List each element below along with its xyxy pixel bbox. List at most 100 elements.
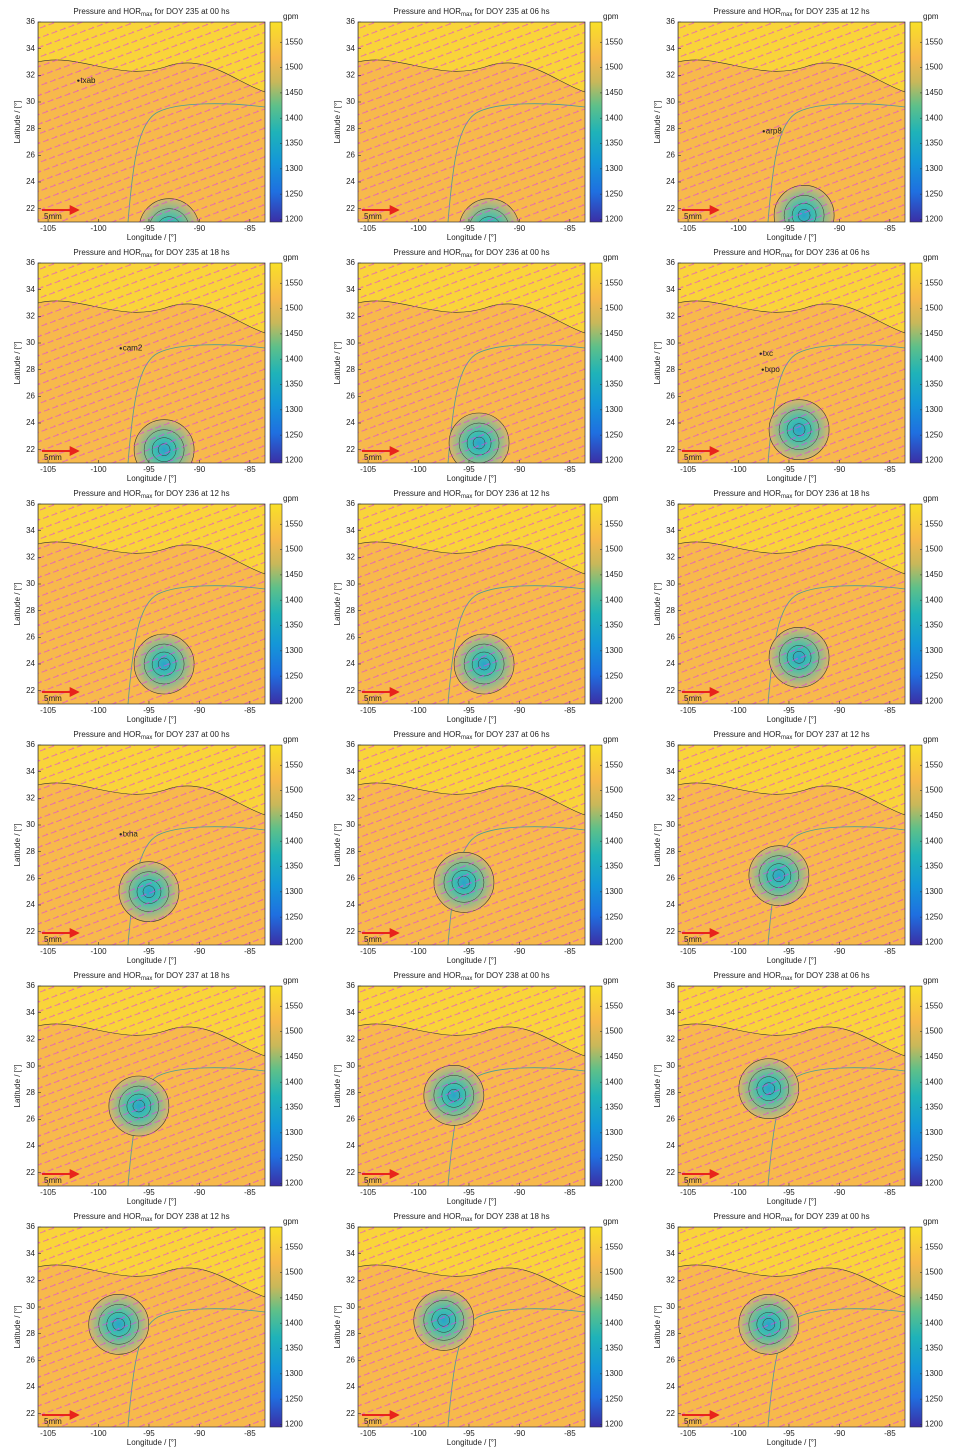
title-part: max [461,12,472,18]
x-tick-label: -90 [514,947,526,956]
y-tick-label: 28 [26,365,35,374]
x-tick-label: -100 [91,224,108,233]
scale-label: 5mm [684,1417,702,1426]
x-tick-label: -90 [834,224,846,233]
y-tick-label: 36 [26,740,35,749]
y-tick-label: 26 [26,1355,35,1364]
panel-title: Pressure and HORmax for DOY 236 at 12 hs [393,489,549,499]
colorbar-label: gpm [603,253,619,262]
title-part: for DOY 235 at 00 hs [152,7,229,16]
colorbar [269,503,283,705]
colorbar [589,503,603,705]
title-part: Pressure and HOR [713,730,781,739]
y-tick-label: 28 [26,124,35,133]
y-tick-label: 22 [346,1168,355,1177]
colorbar-tick-label: 1400 [285,1318,303,1327]
title-part: for DOY 238 at 18 hs [472,1212,549,1221]
y-tick-label: 32 [666,311,675,320]
y-axis-label: Latitude / [°] [13,101,22,144]
y-tick-label: 22 [666,1168,675,1177]
x-tick-label: -90 [514,465,526,474]
title-part: for DOY 236 at 18 hs [792,489,869,498]
colorbar-tick-label: 1400 [605,113,623,122]
colorbar-tick-label: 1400 [925,595,943,604]
y-axis-label: Latitude / [°] [333,1306,342,1349]
title-part: Pressure and HOR [393,1212,461,1221]
scale-label: 5mm [44,1417,62,1426]
y-tick-label: 34 [666,1249,675,1258]
y-tick-label: 32 [26,793,35,802]
title-part: Pressure and HOR [73,248,141,257]
scale-label: 5mm [364,694,382,703]
title-part: Pressure and HOR [713,1212,781,1221]
colorbar-label: gpm [283,1217,299,1226]
y-tick-label: 34 [26,1249,35,1258]
y-tick-label: 34 [346,285,355,294]
colorbar-tick-label: 1350 [605,1344,623,1353]
colorbar-tick-label: 1500 [925,1268,943,1277]
colorbar-tick-label: 1500 [605,63,623,72]
colorbar-label: gpm [603,1217,619,1226]
colorbar-tick-label: 1350 [285,862,303,871]
colorbar-label: gpm [923,1217,939,1226]
plot-area: 5mm [358,504,585,704]
title-part: Pressure and HOR [73,489,141,498]
colorbar-tick-label: 1200 [285,1179,303,1188]
y-tick-label: 34 [26,767,35,776]
y-tick-label: 34 [346,1249,355,1258]
scale-label: 5mm [684,935,702,944]
panel: 5mm -105 -100 -95 -90 -85 22 24 26 28 30 32 34 36 Long… [653,1212,943,1447]
y-tick-label: 32 [346,552,355,561]
panel: 5mm cam2 -105 -100 -95 -90 -85 22 24 26 28 30 32 34 36… [13,248,303,483]
colorbar-tick-label: 1550 [925,519,943,528]
y-tick-label: 26 [26,1114,35,1123]
x-tick-label: -100 [731,1188,748,1197]
x-tick-label: -95 [463,1429,475,1438]
y-tick-label: 28 [666,606,675,615]
colorbar-label: gpm [923,253,939,262]
colorbar-tick-label: 1250 [285,671,303,680]
y-tick-label: 28 [26,847,35,856]
x-tick-label: -85 [244,1429,256,1438]
x-tick-label: -100 [731,947,748,956]
colorbar-tick-label: 1350 [925,621,943,630]
x-axis-label: Longitude / [°] [447,956,496,965]
wind-field [678,1227,905,1427]
axes-frame [37,21,266,223]
colorbar-tick-label: 1250 [285,1153,303,1162]
panel: 5mm -105 -100 -95 -90 -85 22 24 26 28 30 32 34 36 Long… [13,971,303,1206]
axes-frame [357,21,586,223]
colorbar [909,262,923,464]
plot-area: 5mm [678,504,905,704]
y-tick-label: 36 [346,258,355,267]
x-tick-label: -105 [680,947,697,956]
title-part: Pressure and HOR [73,7,141,16]
title-part: for DOY 238 at 12 hs [152,1212,229,1221]
colorbar-tick-label: 1250 [925,430,943,439]
y-tick-label: 26 [346,873,355,882]
y-tick-label: 24 [666,177,675,186]
y-tick-label: 24 [26,1382,35,1391]
colorbar-tick-label: 1200 [605,938,623,947]
x-tick-label: -85 [564,465,576,474]
colorbar [269,985,283,1187]
colorbar-tick-label: 1250 [285,912,303,921]
colorbar-tick-label: 1500 [285,786,303,795]
title-part: for DOY 236 at 12 hs [152,489,229,498]
x-tick-label: -90 [514,224,526,233]
x-axis-label: Longitude / [°] [127,474,176,483]
colorbar-tick-label: 1400 [605,836,623,845]
station-label: txab [80,76,96,85]
x-tick-label: -90 [834,947,846,956]
colorbar-tick-label: 1250 [285,189,303,198]
y-tick-label: 22 [666,445,675,454]
y-axis-label: Latitude / [°] [13,1306,22,1349]
y-axis-label: Latitude / [°] [13,1065,22,1108]
plot-area: 5mm txab [38,22,265,222]
colorbar-tick-label: 1450 [605,570,623,579]
x-axis-label: Longitude / [°] [767,715,816,724]
plot-area: 5mm txha [38,745,265,945]
colorbar-tick-label: 1550 [285,1001,303,1010]
y-tick-label: 24 [26,900,35,909]
colorbar-tick-label: 1200 [925,1420,943,1429]
